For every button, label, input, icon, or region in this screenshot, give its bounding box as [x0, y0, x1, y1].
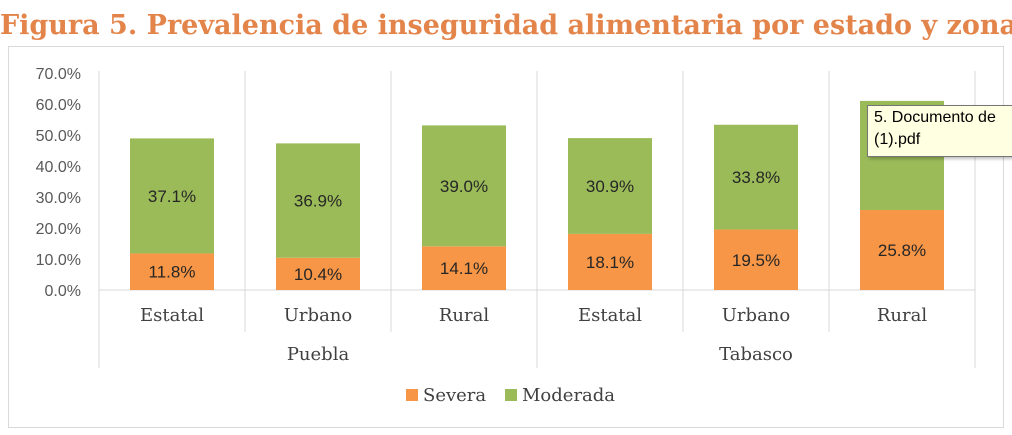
data-label-severa: 11.8%: [149, 263, 196, 282]
x-group-label: Puebla: [287, 344, 350, 365]
data-label-moderada: 30.9%: [586, 177, 634, 196]
data-label-moderada: 39.0%: [440, 177, 488, 196]
y-tick-label: 60.0%: [36, 97, 81, 114]
bar-severa: [422, 246, 506, 290]
legend-swatch-severa: [406, 389, 418, 401]
file-tooltip: 5. Documento de (1).pdf: [867, 105, 1012, 157]
data-label-severa: 10.4%: [294, 265, 342, 284]
y-tick-label: 70.0%: [36, 66, 81, 83]
tooltip-line-2: (1).pdf: [874, 131, 921, 148]
legend-swatch-moderada: [505, 389, 517, 401]
x-category-label: Urbano: [722, 305, 790, 326]
bar-moderada: [422, 125, 506, 247]
data-label-severa: 19.5%: [732, 251, 780, 270]
bar-moderada: [130, 138, 214, 254]
bar-severa: [568, 233, 652, 290]
bar-severa: [714, 229, 798, 290]
data-label-moderada: 33.8%: [732, 168, 780, 187]
data-label-severa: 18.1%: [586, 253, 634, 272]
y-tick-label: 50.0%: [36, 128, 81, 145]
chart-plot: 0.0% 10.0% 20.0% 30.0% 40.0% 50.0% 60.0% 70.0% 1…: [36, 66, 976, 406]
chart-area: 0.0% 10.0% 20.0% 30.0% 40.0% 50.0% 60.0% 70.0% 1…: [8, 46, 1004, 428]
bar-moderada: [714, 124, 798, 230]
y-tick-label: 0.0%: [45, 283, 81, 300]
bar-severa: [130, 253, 214, 290]
data-label-severa: 25.8%: [878, 241, 926, 260]
legend-label-moderada: Moderada: [522, 385, 615, 406]
bar-moderada: [276, 143, 360, 258]
tooltip-line-1: 5. Documento de: [874, 109, 996, 126]
y-tick-label: 20.0%: [36, 221, 81, 238]
x-category-label: Rural: [439, 305, 489, 326]
bar-moderada: [568, 138, 652, 234]
legend-label-severa: Severa: [423, 385, 486, 406]
x-category-label: Rural: [877, 305, 927, 326]
y-tick-label: 30.0%: [36, 190, 81, 207]
x-group-label: Tabasco: [719, 344, 793, 365]
bar-severa: [276, 257, 360, 290]
chart-title: Figura 5. Prevalencia de inseguridad ali…: [0, 10, 1012, 41]
data-label-moderada: 37.1%: [148, 187, 196, 206]
data-label-moderada: 36.9%: [294, 192, 342, 211]
x-category-label: Estatal: [578, 305, 642, 326]
bar-severa: [860, 210, 944, 290]
data-label-severa: 14.1%: [440, 259, 488, 278]
y-tick-label: 10.0%: [36, 252, 81, 269]
x-category-label: Urbano: [284, 305, 352, 326]
y-tick-label: 40.0%: [36, 159, 81, 176]
x-category-label: Estatal: [140, 305, 204, 326]
